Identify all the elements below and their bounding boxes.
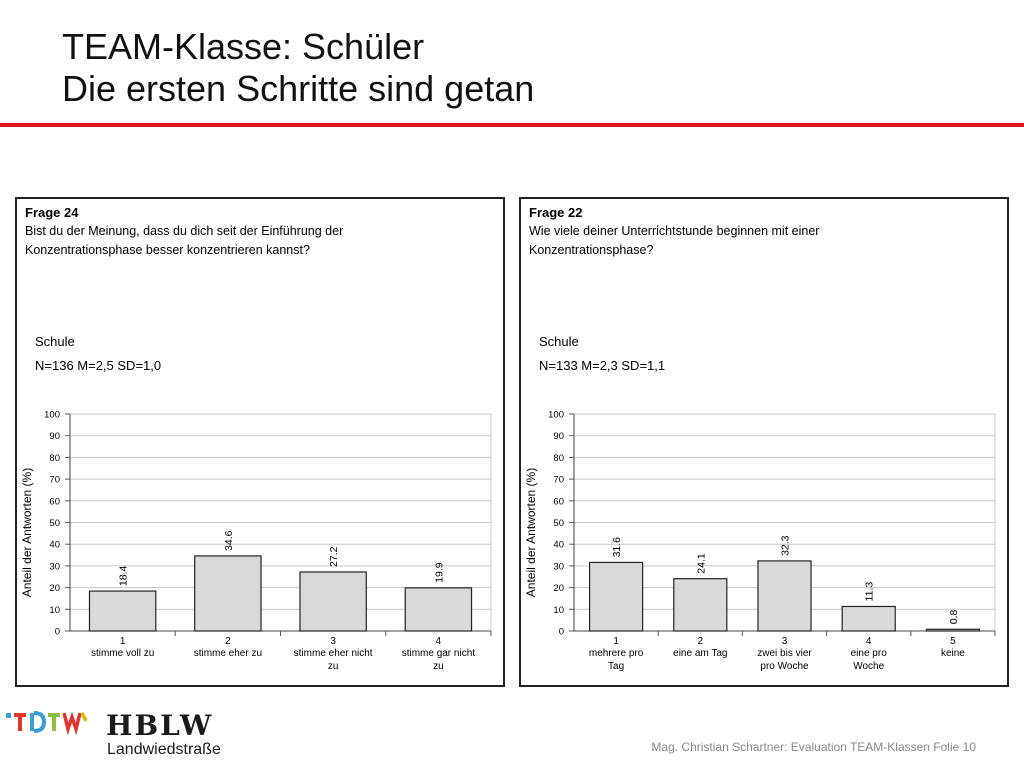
data-label: 31.6 xyxy=(611,537,623,558)
y-tick-label: 80 xyxy=(49,453,60,464)
x-category-number: 5 xyxy=(950,636,956,647)
x-category-number: 4 xyxy=(866,636,872,647)
y-tick-label: 30 xyxy=(49,561,60,572)
y-tick-label: 90 xyxy=(553,431,564,442)
data-label: 32.3 xyxy=(780,535,792,556)
bar-chart-frage-24: Frage 24 Bist du der Meinung, dass du dic… xyxy=(20,205,492,672)
x-category-number: 3 xyxy=(330,636,336,647)
bar xyxy=(925,628,981,632)
bar xyxy=(299,571,367,632)
x-category-label: keine xyxy=(941,648,965,659)
data-label: 19.9 xyxy=(433,562,445,583)
x-category-label: stimme eher nicht xyxy=(294,648,373,659)
stats-label: N=133 M=2,3 SD=1,1 xyxy=(539,358,665,373)
stats-label: N=136 M=2,5 SD=1,0 xyxy=(35,358,161,373)
x-category-number: 3 xyxy=(782,636,788,647)
x-category-label: Tag xyxy=(608,661,624,672)
footer-text: Mag. Christian Schartner: Evaluation TEA… xyxy=(651,740,976,754)
bar xyxy=(88,590,157,632)
question-number: Frage 24 xyxy=(25,205,79,220)
x-category-label: stimme voll zu xyxy=(91,648,154,659)
y-tick-label: 20 xyxy=(553,583,564,594)
y-tick-label: 60 xyxy=(553,496,564,507)
question-text-line: Wie viele deiner Unterrichtstunde beginn… xyxy=(529,224,819,238)
x-category-label: mehrere pro xyxy=(589,648,644,659)
hblw-logo: HBLW Landwiedstraße xyxy=(6,709,221,758)
x-category-label: stimme eher zu xyxy=(194,648,262,659)
y-tick-label: 60 xyxy=(49,496,60,507)
slide-title: TEAM-Klasse: Schüler Die ersten Schritte… xyxy=(62,26,962,110)
y-tick-label: 10 xyxy=(553,605,564,616)
y-tick-label: 0 xyxy=(55,627,60,638)
x-category-label: eine pro xyxy=(851,648,888,659)
y-tick-label: 100 xyxy=(44,410,60,421)
y-tick-label: 40 xyxy=(49,540,60,551)
y-tick-label: 20 xyxy=(49,583,60,594)
x-category-label: Woche xyxy=(853,661,884,672)
question-text-line: Konzentrationsphase? xyxy=(529,243,653,257)
tdtw-mark-icon xyxy=(6,711,88,736)
bar xyxy=(673,578,728,632)
title-divider xyxy=(0,123,1024,127)
slide-title-line2: Die ersten Schritte sind getan xyxy=(62,68,535,109)
data-label: 18.4 xyxy=(118,565,130,586)
y-tick-label: 50 xyxy=(49,518,60,529)
bar xyxy=(841,605,896,632)
x-category-number: 1 xyxy=(613,636,619,647)
x-category-number: 2 xyxy=(225,636,231,647)
chart-panel-frage-24: Frage 24 Bist du der Meinung, dass du dic… xyxy=(15,197,505,687)
data-label: 24.1 xyxy=(695,553,707,574)
bar xyxy=(404,587,473,632)
bar xyxy=(588,561,644,632)
slide-title-line1: TEAM-Klasse: Schüler xyxy=(62,26,425,67)
data-label: 27.2 xyxy=(328,546,340,567)
x-category-number: 4 xyxy=(436,636,442,647)
x-category-label: zu xyxy=(328,661,339,672)
y-tick-label: 40 xyxy=(553,540,564,551)
data-label: 11.3 xyxy=(864,582,876,602)
x-category-label: zu xyxy=(433,661,444,672)
x-category-label: stimme gar nicht xyxy=(402,648,476,659)
question-text-line: Bist du der Meinung, dass du dich seit d… xyxy=(25,224,343,238)
x-category-number: 1 xyxy=(120,636,126,647)
y-tick-label: 70 xyxy=(49,475,60,486)
y-axis-label: Anteil der Antworten (%) xyxy=(20,468,34,597)
y-tick-label: 30 xyxy=(553,561,564,572)
hblw-logo-place: Landwiedstraße xyxy=(107,741,221,758)
data-label: 0.8 xyxy=(948,610,960,625)
y-tick-label: 50 xyxy=(553,518,564,529)
x-category-label: eine am Tag xyxy=(673,648,727,659)
x-category-label: zwei bis vier xyxy=(757,648,812,659)
bar xyxy=(757,560,812,632)
question-text-line: Konzentrationsphase besser konzentrieren… xyxy=(25,243,310,257)
group-label: Schule xyxy=(35,334,75,349)
y-tick-label: 0 xyxy=(559,627,564,638)
y-tick-label: 100 xyxy=(548,410,564,421)
group-label: Schule xyxy=(539,334,579,349)
x-category-number: 2 xyxy=(698,636,704,647)
hblw-logo-name: HBLW xyxy=(106,709,213,742)
question-number: Frage 22 xyxy=(529,205,582,220)
x-category-label: pro Woche xyxy=(760,661,809,672)
y-tick-label: 10 xyxy=(49,605,60,616)
chart-panel-frage-22: Frage 22 Wie viele deiner Unterrichtstund… xyxy=(519,197,1009,687)
y-tick-label: 90 xyxy=(49,431,60,442)
bar-chart-frage-22: Frage 22 Wie viele deiner Unterrichtstund… xyxy=(524,205,996,672)
bar xyxy=(194,555,262,632)
y-axis-label: Anteil der Antworten (%) xyxy=(524,468,538,597)
y-tick-label: 70 xyxy=(553,475,564,486)
data-label: 34.6 xyxy=(223,530,235,551)
y-tick-label: 80 xyxy=(553,453,564,464)
